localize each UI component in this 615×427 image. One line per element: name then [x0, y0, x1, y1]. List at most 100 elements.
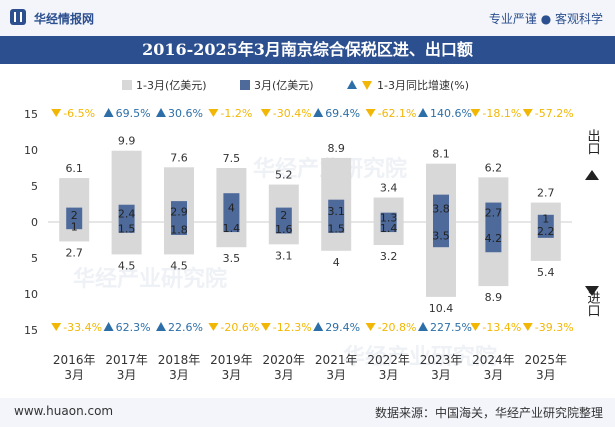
label-march-import: 1 [71, 221, 78, 234]
label-q1-import: 3.2 [380, 250, 398, 263]
bar-march-export [485, 202, 502, 222]
growth-export: 69.5% [116, 107, 151, 120]
label-march-export: 1 [542, 212, 549, 225]
label-q1-export: 3.4 [380, 182, 398, 195]
growth-export: -57.2% [535, 107, 574, 120]
x-tick-label: 2022年 3月 [367, 353, 410, 382]
footer-source: 数据来源：中国海关，华经产业研究院整理 [374, 406, 603, 420]
growth-export-up-icon [418, 108, 428, 117]
growth-export-up-icon [156, 108, 166, 117]
growth-import-up-icon [418, 322, 428, 331]
label-q1-export: 6.1 [65, 162, 83, 175]
x-tick-label: 2025年 3月 [525, 353, 568, 382]
watermark-text: 华经产业研究院 [343, 344, 497, 370]
bar-march-import [328, 222, 345, 233]
growth-import: -13.4% [482, 321, 521, 334]
bar-march-import [485, 222, 502, 253]
x-tick-label: 2017年 3月 [105, 353, 148, 382]
y-tick-label: 5 [31, 180, 38, 193]
growth-export-up-icon [103, 108, 114, 117]
growth-import: 62.3% [116, 321, 151, 334]
label-q1-import: 3.1 [275, 249, 293, 262]
label-q1-export: 9.9 [118, 135, 136, 148]
bar-march-export [118, 204, 135, 222]
growth-export: -1.2% [220, 107, 252, 120]
growth-import: -12.3% [273, 321, 312, 334]
label-q1-export: 7.6 [170, 151, 188, 164]
growth-import-up-icon [103, 322, 114, 331]
label-q1-import: 2.7 [65, 246, 83, 259]
x-tick-label: 2023年 3月 [420, 353, 463, 382]
bar-march-export [433, 194, 449, 222]
bar-march-import [118, 222, 135, 233]
bar-march-import [66, 222, 83, 230]
tagline: 专业严谨 ● 客观科学 [488, 12, 603, 26]
label-march-export: 3.1 [327, 205, 345, 218]
growth-export: -18.1% [482, 107, 521, 120]
growth-import-up-icon [156, 322, 166, 331]
x-tick-label: 2020年 3月 [263, 353, 306, 382]
legend-up-triangle-icon [347, 80, 357, 89]
growth-export: -6.5% [63, 107, 95, 120]
bar-march-export [66, 207, 83, 222]
growth-import-down-icon [470, 323, 481, 331]
growth-import: 22.6% [168, 321, 203, 334]
growth-import-up-icon [313, 322, 324, 331]
growth-import-down-icon [51, 323, 62, 331]
bar-march-export [223, 193, 240, 222]
label-march-export: 3.8 [432, 202, 450, 215]
growth-import-down-icon [522, 323, 533, 331]
bar-march-export [328, 199, 345, 222]
label-march-export: 2 [71, 209, 78, 222]
growth-export-up-icon [313, 108, 324, 117]
export-axis-label: 出口 [585, 129, 600, 155]
chart-bars [59, 150, 561, 297]
legend-down-triangle-icon [362, 81, 372, 90]
legend-label-growth: 1-3月同比增速(%) [377, 78, 469, 92]
import-axis-label: 进口 [585, 291, 601, 317]
label-q1-import: 10.4 [429, 302, 454, 315]
bar-march-import [380, 222, 397, 233]
growth-export-down-icon [365, 109, 376, 117]
label-march-import: 1.5 [327, 222, 345, 235]
growth-import: -33.4% [63, 321, 102, 334]
label-march-export: 2 [280, 209, 287, 222]
label-march-export: 4 [228, 202, 235, 215]
growth-import: 227.5% [430, 321, 472, 334]
label-march-export: 2.7 [485, 206, 503, 219]
bar-march-import [275, 222, 292, 234]
label-march-export: 1.3 [380, 211, 398, 224]
label-march-import: 1.8 [170, 223, 188, 236]
growth-export: -30.4% [273, 107, 312, 120]
footer-url: www.huaon.com [14, 404, 114, 418]
x-tick-label: 2018年 3月 [158, 353, 201, 382]
growth-export: -62.1% [378, 107, 417, 120]
label-march-export: 2.9 [170, 206, 188, 219]
label-q1-import: 4.5 [170, 259, 188, 272]
brand-name: 华经情报网 [34, 12, 95, 26]
bar-march-import [171, 222, 187, 235]
legend-swatch-march [240, 80, 250, 90]
y-tick-label: 15 [24, 108, 38, 121]
label-q1-export: 5.2 [275, 169, 293, 182]
x-tick-label: 2019年 3月 [210, 353, 253, 382]
legend-swatch-1-3 [122, 80, 132, 90]
y-tick-label: 0 [31, 216, 38, 229]
growth-import-down-icon [260, 323, 271, 331]
label-q1-export: 8.9 [327, 142, 345, 155]
bar-march-import [433, 222, 449, 248]
label-q1-export: 8.1 [432, 148, 450, 161]
x-tick-label: 2024年 3月 [472, 353, 515, 382]
bar-march-import [223, 222, 240, 233]
legend-label-march: 3月(亿美元) [254, 79, 314, 92]
growth-import: -20.6% [220, 321, 259, 334]
label-q1-import: 5.4 [537, 266, 555, 279]
chart-labels: 6.12.721-6.5%-33.4%2016年 3月9.94.52.41.569… [51, 107, 574, 382]
label-q1-export: 6.2 [485, 161, 503, 174]
legend-label-1-3: 1-3月(亿美元) [136, 79, 207, 92]
growth-export-down-icon [208, 109, 219, 117]
x-tick-label: 2016年 3月 [53, 353, 96, 382]
brand-logo-icon [10, 9, 26, 25]
bar-march-export [537, 214, 554, 222]
growth-import-down-icon [208, 323, 219, 331]
